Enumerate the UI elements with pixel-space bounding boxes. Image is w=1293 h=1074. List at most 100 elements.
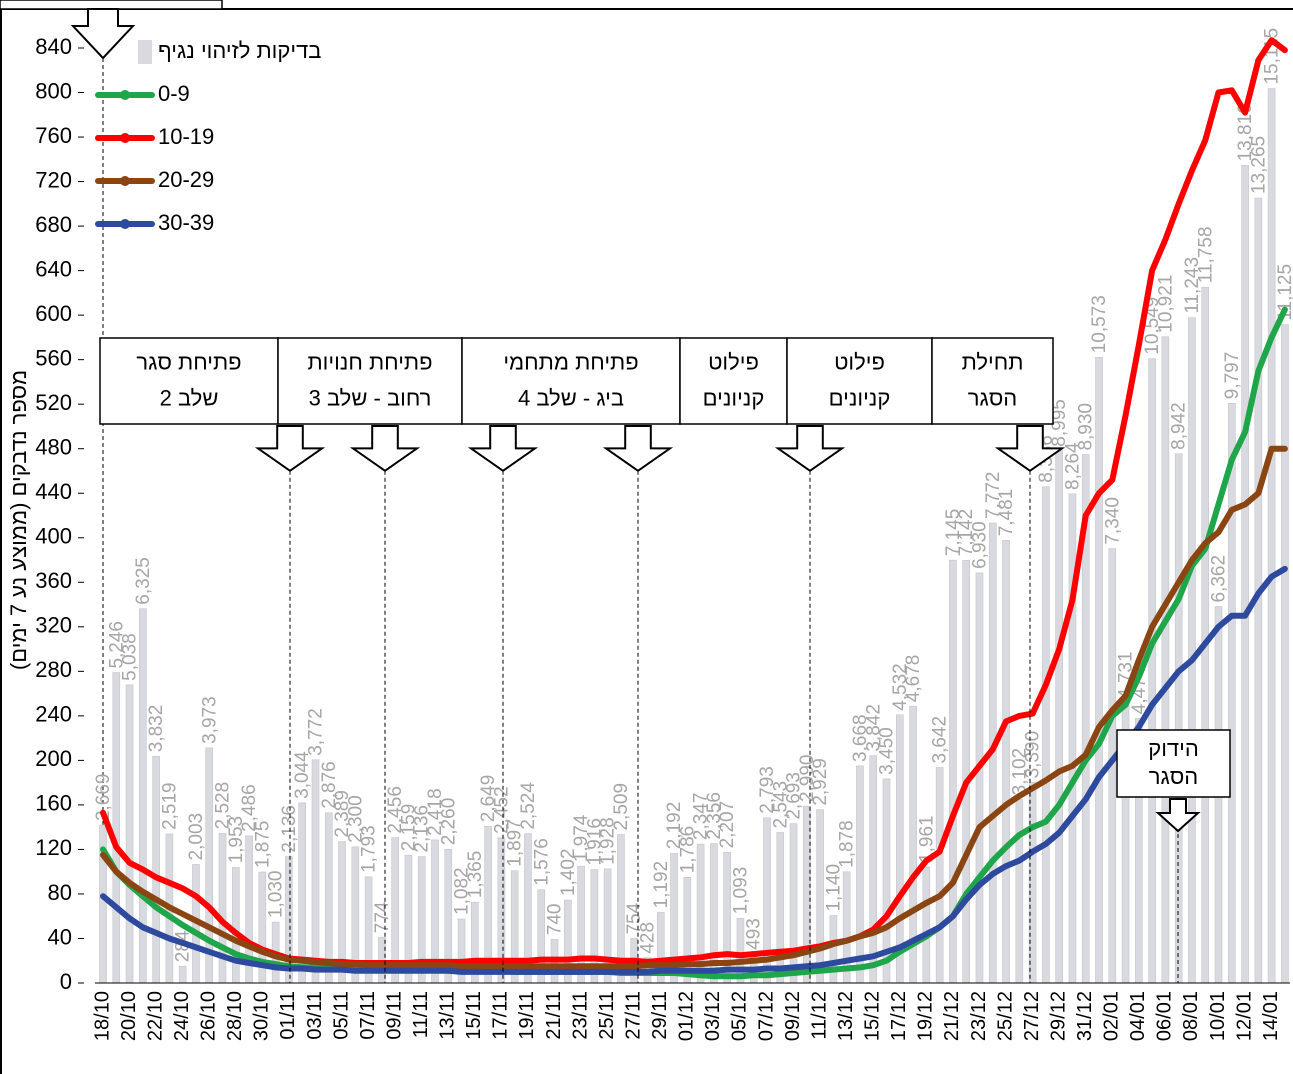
cut-box <box>0 0 223 10</box>
y-tick-label: 160 <box>35 791 72 816</box>
value-label: 6,930 <box>969 521 990 569</box>
value-label: 7,340 <box>1102 497 1123 545</box>
lines <box>100 37 1288 980</box>
annotation-text: פתיחת סגר <box>136 350 241 375</box>
x-tick-label: 29/11 <box>649 991 671 1040</box>
bar <box>803 805 811 984</box>
value-label: 11,758 <box>1195 226 1216 283</box>
value-label: 2,260 <box>438 798 459 846</box>
annotation-text: שלב 2 <box>160 386 219 411</box>
x-tick-label: 09/12 <box>782 991 804 1041</box>
y-tick-label: 800 <box>35 78 72 103</box>
bar <box>962 560 971 984</box>
x-tick-label: 05/11 <box>330 991 352 1040</box>
value-label: 2,003 <box>186 813 207 861</box>
bar <box>869 755 878 984</box>
bar <box>1095 357 1103 984</box>
x-tick-label: 08/01 <box>1180 991 1202 1041</box>
value-label: 7,481 <box>996 489 1017 537</box>
value-label: 1,365 <box>465 851 486 899</box>
value-label: 2,452 <box>491 786 512 834</box>
y-tick-label: 80 <box>48 880 72 905</box>
value-label: 2,524 <box>518 782 539 830</box>
x-tick-label: 27/11 <box>622 991 644 1040</box>
x-tick-label: 09/11 <box>383 991 405 1040</box>
x-tick-label: 23/11 <box>569 991 591 1040</box>
series-line <box>100 565 1288 975</box>
x-tick-label: 15/11 <box>463 991 485 1040</box>
value-label: 6,325 <box>133 557 154 605</box>
x-tick-label: 21/11 <box>543 991 565 1040</box>
value-label: 1,093 <box>730 867 751 915</box>
value-label: 2,486 <box>239 784 260 832</box>
value-label: 2,543 <box>770 781 791 829</box>
axes: 0 40 80 120 160 200 240 280 320 360 400 440 480 520 56… <box>35 34 1290 1041</box>
value-label: 2,456 <box>385 786 406 834</box>
x-tick-label: 07/12 <box>755 991 777 1041</box>
bar <box>856 765 864 984</box>
value-label: 3,642 <box>930 716 951 764</box>
value-label: 2,528 <box>213 782 234 830</box>
value-label: 3,842 <box>863 704 884 752</box>
value-label: 2,192 <box>664 802 685 850</box>
arrow <box>774 425 846 473</box>
bar <box>1228 402 1236 984</box>
value-label: 2,649 <box>478 775 499 823</box>
y-tick-label: 240 <box>35 702 72 727</box>
x-tick-label: 13/12 <box>835 991 857 1041</box>
value-label: 1,082 <box>452 867 473 915</box>
annotation-text: רחוב - שלב 3 <box>309 386 432 411</box>
value-label: 3,450 <box>877 727 898 775</box>
value-label: 2,136 <box>279 805 300 853</box>
value-label: 2,418 <box>425 788 446 836</box>
y-tick-label: 840 <box>35 34 72 59</box>
y-tick-label: 40 <box>48 924 72 949</box>
legend-marker <box>120 176 130 186</box>
annotation-text: פתיחת חנויות <box>307 350 432 375</box>
legend-swatch <box>138 40 152 64</box>
value-label: 1,878 <box>837 820 858 868</box>
annotation-text: ביג - שלב 4 <box>518 386 624 411</box>
value-label: 1,192 <box>651 861 672 909</box>
annotation-text: פתיחת מתחמי <box>503 350 638 375</box>
value-label: 2,509 <box>611 783 632 831</box>
x-tick-label: 27/12 <box>1021 991 1043 1041</box>
value-label: 1,961 <box>916 815 937 863</box>
value-label: 8,264 <box>1062 442 1083 490</box>
x-tick-label: 11/11 <box>410 991 432 1038</box>
x-tick-label: 15/12 <box>862 991 884 1041</box>
value-label: 3,973 <box>199 696 220 744</box>
x-tick-label: 20/10 <box>118 991 140 1041</box>
value-label: 2,389 <box>332 790 353 838</box>
value-label: 4,532 <box>890 663 911 711</box>
value-label: 2,693 <box>784 772 805 820</box>
value-label: 2,159 <box>398 804 419 852</box>
legend-marker <box>120 90 130 100</box>
x-tick-label: 03/11 <box>304 991 326 1040</box>
x-tick-label: 31/12 <box>1074 991 1096 1041</box>
y-tick-label: 560 <box>35 345 72 370</box>
bar <box>789 823 798 984</box>
x-tick-label: 23/12 <box>968 991 990 1041</box>
value-label: 2,669 <box>93 774 114 822</box>
x-tick-label: 24/10 <box>171 991 193 1041</box>
y-tick-label: 360 <box>35 568 72 593</box>
value-label: 1,897 <box>505 819 526 867</box>
x-tick-label: 18/10 <box>91 991 113 1041</box>
value-label: 1,793 <box>359 825 380 873</box>
x-tick-label: 17/12 <box>888 991 910 1041</box>
value-label: 11,125 <box>1275 264 1293 321</box>
arrow <box>994 425 1066 473</box>
y-tick-label: 520 <box>35 390 72 415</box>
bar <box>829 915 838 984</box>
value-label: 1,953 <box>226 816 247 864</box>
legend-marker <box>120 219 130 229</box>
value-label: 8,930 <box>1076 403 1097 451</box>
value-label: 13,265 <box>1248 136 1269 194</box>
value-label: 2,929 <box>810 758 831 806</box>
annotation-box <box>277 337 463 425</box>
x-tick-label: 12/01 <box>1233 991 1255 1041</box>
annotation-box <box>679 337 788 425</box>
y-tick-label: 0 <box>60 969 72 994</box>
bar <box>1042 486 1050 984</box>
